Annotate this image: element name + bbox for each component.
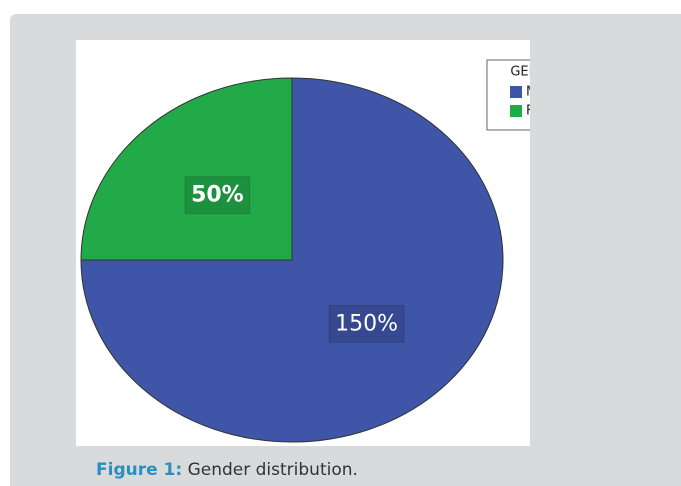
legend-label: Female xyxy=(526,104,530,119)
data-label-box xyxy=(184,176,251,215)
caption-text: Gender distribution. xyxy=(187,460,358,480)
data-label-box xyxy=(328,304,405,343)
data-label: 150% xyxy=(335,311,398,336)
caption-label: Figure 1: xyxy=(96,460,183,480)
caption: Figure 1: Gender distribution. xyxy=(96,460,358,480)
legend-swatch xyxy=(510,105,522,117)
legend-title: GENDER xyxy=(510,65,530,80)
chart: GENDER 150% 50% Male Female xyxy=(76,40,530,446)
data-label: 50% xyxy=(191,183,244,208)
pie-slice xyxy=(80,77,293,261)
legend-label: Male xyxy=(526,85,530,100)
legend-swatch xyxy=(510,86,522,98)
pie-slice xyxy=(80,77,504,443)
legend-box xyxy=(486,59,530,131)
